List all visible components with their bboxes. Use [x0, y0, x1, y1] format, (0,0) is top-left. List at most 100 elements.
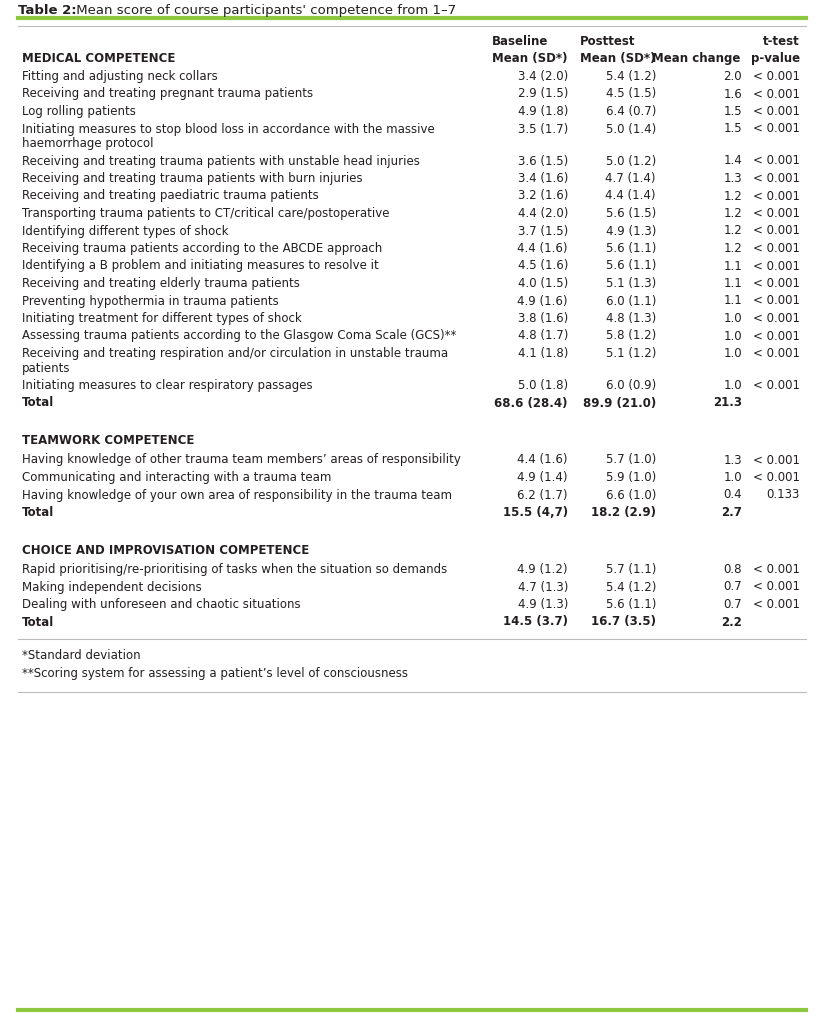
Text: Total: Total: [22, 396, 54, 410]
Text: Mean (SD*): Mean (SD*): [493, 52, 568, 65]
Text: 6.4 (0.7): 6.4 (0.7): [606, 105, 656, 118]
Text: Fitting and adjusting neck collars: Fitting and adjusting neck collars: [22, 70, 218, 83]
Text: 68.6 (28.4): 68.6 (28.4): [494, 396, 568, 410]
Text: Receiving and treating trauma patients with unstable head injuries: Receiving and treating trauma patients w…: [22, 155, 420, 168]
Text: 1.0: 1.0: [723, 347, 742, 360]
Text: 5.9 (1.0): 5.9 (1.0): [606, 471, 656, 484]
Text: 4.4 (1.6): 4.4 (1.6): [517, 454, 568, 467]
Text: Total: Total: [22, 615, 54, 629]
Text: Initiating measures to stop blood loss in accordance with the massive
haemorrhag: Initiating measures to stop blood loss i…: [22, 123, 435, 151]
Text: 5.7 (1.0): 5.7 (1.0): [606, 454, 656, 467]
Text: 1.0: 1.0: [723, 312, 742, 325]
Text: 3.8 (1.6): 3.8 (1.6): [517, 312, 568, 325]
Text: 5.0 (1.2): 5.0 (1.2): [606, 155, 656, 168]
Text: 5.0 (1.4): 5.0 (1.4): [606, 123, 656, 135]
Text: 14.5 (3.7): 14.5 (3.7): [503, 615, 568, 629]
Text: p-value: p-value: [751, 52, 800, 65]
Text: 21.3: 21.3: [713, 396, 742, 410]
Text: 5.1 (1.2): 5.1 (1.2): [606, 347, 656, 360]
Text: Rapid prioritising/re-prioritising of tasks when the situation so demands: Rapid prioritising/re-prioritising of ta…: [22, 563, 447, 575]
Text: 4.5 (1.5): 4.5 (1.5): [606, 87, 656, 100]
Text: 6.0 (0.9): 6.0 (0.9): [606, 379, 656, 392]
Text: 2.0: 2.0: [723, 70, 742, 83]
Text: 1.0: 1.0: [723, 471, 742, 484]
Text: Receiving trauma patients according to the ABCDE approach: Receiving trauma patients according to t…: [22, 242, 382, 255]
Text: < 0.001: < 0.001: [753, 347, 800, 360]
Text: 1.3: 1.3: [723, 172, 742, 185]
Text: 5.7 (1.1): 5.7 (1.1): [606, 563, 656, 575]
Text: Dealing with unforeseen and chaotic situations: Dealing with unforeseen and chaotic situ…: [22, 598, 301, 611]
Text: < 0.001: < 0.001: [753, 330, 800, 342]
Text: Receiving and treating respiration and/or circulation in unstable trauma
patient: Receiving and treating respiration and/o…: [22, 347, 448, 375]
Text: Communicating and interacting with a trauma team: Communicating and interacting with a tra…: [22, 471, 331, 484]
Text: 5.6 (1.1): 5.6 (1.1): [606, 242, 656, 255]
Text: 1.1: 1.1: [723, 259, 742, 272]
Text: 1.4: 1.4: [723, 155, 742, 168]
Text: Mean (SD*): Mean (SD*): [580, 52, 656, 65]
Text: < 0.001: < 0.001: [753, 581, 800, 594]
Text: 5.6 (1.1): 5.6 (1.1): [606, 598, 656, 611]
Text: 89.9 (21.0): 89.9 (21.0): [583, 396, 656, 410]
Text: 0.7: 0.7: [723, 598, 742, 611]
Text: 4.4 (1.6): 4.4 (1.6): [517, 242, 568, 255]
Text: 2.2: 2.2: [721, 615, 742, 629]
Text: < 0.001: < 0.001: [753, 123, 800, 135]
Text: Having knowledge of other trauma team members’ areas of responsibility: Having knowledge of other trauma team me…: [22, 454, 461, 467]
Text: 15.5 (4,7): 15.5 (4,7): [503, 506, 568, 519]
Text: 18.2 (2.9): 18.2 (2.9): [591, 506, 656, 519]
Text: 4.1 (1.8): 4.1 (1.8): [517, 347, 568, 360]
Text: 4.7 (1.3): 4.7 (1.3): [517, 581, 568, 594]
Text: 3.2 (1.6): 3.2 (1.6): [517, 189, 568, 203]
Text: Identifying different types of shock: Identifying different types of shock: [22, 224, 228, 238]
Text: 1.2: 1.2: [723, 189, 742, 203]
Text: 4.8 (1.7): 4.8 (1.7): [517, 330, 568, 342]
Text: < 0.001: < 0.001: [753, 105, 800, 118]
Text: 4.4 (1.4): 4.4 (1.4): [606, 189, 656, 203]
Text: < 0.001: < 0.001: [753, 87, 800, 100]
Text: 4.9 (1.8): 4.9 (1.8): [517, 105, 568, 118]
Text: < 0.001: < 0.001: [753, 207, 800, 220]
Text: < 0.001: < 0.001: [753, 259, 800, 272]
Text: < 0.001: < 0.001: [753, 189, 800, 203]
Text: 5.4 (1.2): 5.4 (1.2): [606, 70, 656, 83]
Text: 0.8: 0.8: [723, 563, 742, 575]
Text: < 0.001: < 0.001: [753, 70, 800, 83]
Text: 3.6 (1.5): 3.6 (1.5): [517, 155, 568, 168]
Text: Table 2:: Table 2:: [18, 4, 77, 17]
Text: Posttest: Posttest: [580, 35, 635, 48]
Text: 3.4 (1.6): 3.4 (1.6): [517, 172, 568, 185]
Text: 1.6: 1.6: [723, 87, 742, 100]
Text: 4.0 (1.5): 4.0 (1.5): [517, 278, 568, 290]
Text: 1.1: 1.1: [723, 295, 742, 307]
Text: Identifying a B problem and initiating measures to resolve it: Identifying a B problem and initiating m…: [22, 259, 379, 272]
Text: 0.133: 0.133: [766, 488, 800, 502]
Text: 1.2: 1.2: [723, 242, 742, 255]
Text: 6.6 (1.0): 6.6 (1.0): [606, 488, 656, 502]
Text: Receiving and treating elderly trauma patients: Receiving and treating elderly trauma pa…: [22, 278, 300, 290]
Text: Transporting trauma patients to CT/critical care/postoperative: Transporting trauma patients to CT/criti…: [22, 207, 390, 220]
Text: 6.0 (1.1): 6.0 (1.1): [606, 295, 656, 307]
Text: CHOICE AND IMPROVISATION COMPETENCE: CHOICE AND IMPROVISATION COMPETENCE: [22, 544, 309, 556]
Text: 3.5 (1.7): 3.5 (1.7): [517, 123, 568, 135]
Text: < 0.001: < 0.001: [753, 312, 800, 325]
Text: Receiving and treating paediatric trauma patients: Receiving and treating paediatric trauma…: [22, 189, 319, 203]
Text: < 0.001: < 0.001: [753, 224, 800, 238]
Text: 1.5: 1.5: [723, 105, 742, 118]
Text: 1.3: 1.3: [723, 454, 742, 467]
Text: 5.8 (1.2): 5.8 (1.2): [606, 330, 656, 342]
Text: Log rolling patients: Log rolling patients: [22, 105, 136, 118]
Text: Having knowledge of your own area of responsibility in the trauma team: Having knowledge of your own area of res…: [22, 488, 452, 502]
Text: Mean score of course participants' competence from 1–7: Mean score of course participants' compe…: [72, 4, 456, 17]
Text: Baseline: Baseline: [492, 35, 549, 48]
Text: 0.7: 0.7: [723, 581, 742, 594]
Text: Receiving and treating pregnant trauma patients: Receiving and treating pregnant trauma p…: [22, 87, 313, 100]
Text: 0.4: 0.4: [723, 488, 742, 502]
Text: 2.7: 2.7: [721, 506, 742, 519]
Text: < 0.001: < 0.001: [753, 295, 800, 307]
Text: 1.1: 1.1: [723, 278, 742, 290]
Text: 5.6 (1.1): 5.6 (1.1): [606, 259, 656, 272]
Text: < 0.001: < 0.001: [753, 598, 800, 611]
Text: < 0.001: < 0.001: [753, 563, 800, 575]
Text: Making independent decisions: Making independent decisions: [22, 581, 202, 594]
Text: < 0.001: < 0.001: [753, 379, 800, 392]
